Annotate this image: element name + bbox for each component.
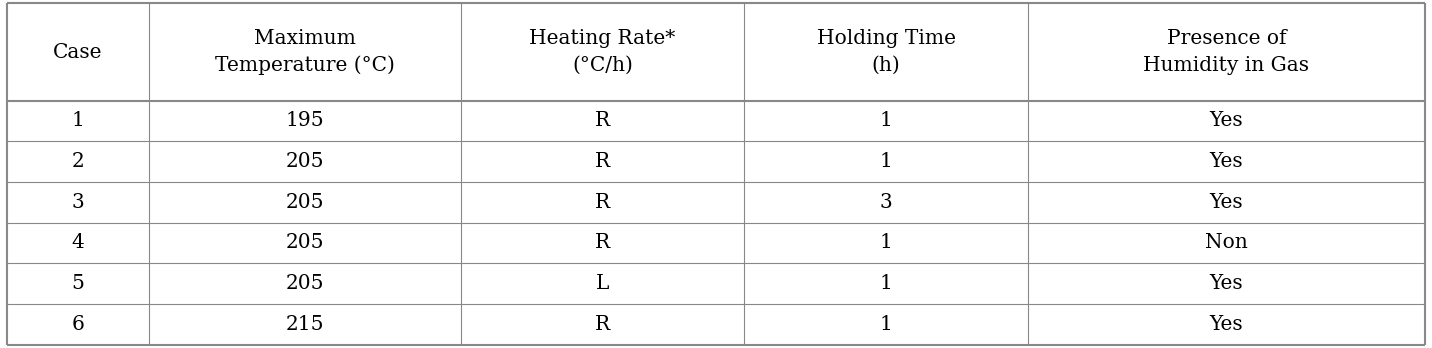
Text: 1: 1 [879,315,892,334]
Text: 6: 6 [72,315,84,334]
Text: 4: 4 [72,234,84,252]
Text: 3: 3 [879,193,892,212]
Text: R: R [596,234,610,252]
Text: 1: 1 [879,152,892,171]
Text: 205: 205 [285,234,324,252]
Text: L: L [596,274,609,293]
Text: Yes: Yes [1210,152,1243,171]
Text: 205: 205 [285,274,324,293]
Text: R: R [596,111,610,130]
Text: 195: 195 [285,111,324,130]
Text: R: R [596,152,610,171]
Text: 1: 1 [72,111,84,130]
Text: Heating Rate*
(°C/h): Heating Rate* (°C/h) [530,29,676,75]
Text: 1: 1 [879,234,892,252]
Text: Yes: Yes [1210,274,1243,293]
Text: Case: Case [53,42,103,62]
Text: 3: 3 [72,193,84,212]
Text: Non: Non [1204,234,1247,252]
Text: R: R [596,315,610,334]
Text: Yes: Yes [1210,315,1243,334]
Text: 1: 1 [879,111,892,130]
Text: 2: 2 [72,152,84,171]
Text: Presence of
Humidity in Gas: Presence of Humidity in Gas [1143,29,1309,75]
Text: Yes: Yes [1210,193,1243,212]
Text: 1: 1 [879,274,892,293]
Text: 205: 205 [285,152,324,171]
Text: Holding Time
(h): Holding Time (h) [816,29,955,75]
Text: Maximum
Temperature (°C): Maximum Temperature (°C) [215,29,395,75]
Text: 5: 5 [72,274,84,293]
Text: 205: 205 [285,193,324,212]
Text: 215: 215 [285,315,324,334]
Text: R: R [596,193,610,212]
Text: Yes: Yes [1210,111,1243,130]
